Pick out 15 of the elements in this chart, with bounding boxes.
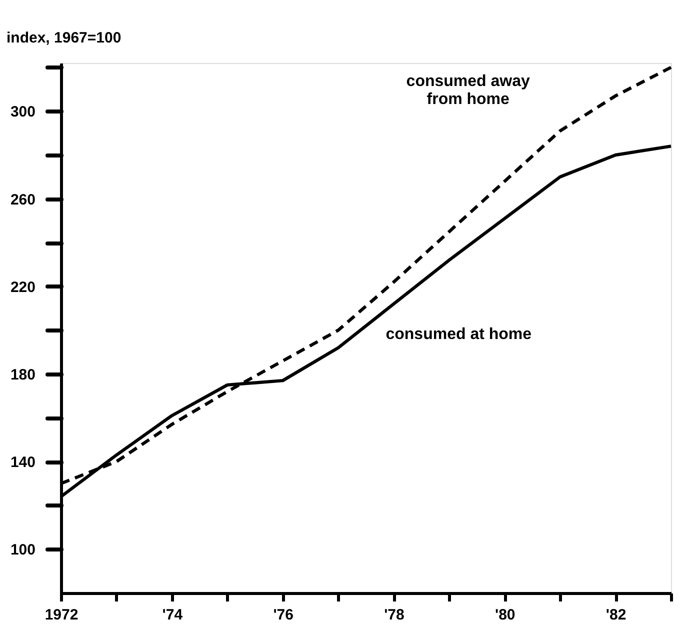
y-tick-label: 260 xyxy=(10,191,36,208)
x-tick-label: '78 xyxy=(384,606,404,624)
y-tick-label: 180 xyxy=(10,366,36,384)
x-tick-label: 1972 xyxy=(44,606,78,624)
y-tick-label: 220 xyxy=(10,278,36,296)
y-tick-label: 300 xyxy=(10,104,36,121)
y-axis-title: index, 1967=100 xyxy=(6,30,122,46)
text: consumed away from home xyxy=(406,72,530,108)
x-tick-label: '82 xyxy=(606,606,626,624)
y-tick-label: 100 xyxy=(10,542,36,559)
y-tick-label: 140 xyxy=(10,454,36,472)
x-tick-label: '80 xyxy=(495,606,516,624)
series-label: consumed at home xyxy=(386,326,532,343)
x-tick-label: '76 xyxy=(273,606,294,624)
x-tick-label: '74 xyxy=(162,606,184,624)
